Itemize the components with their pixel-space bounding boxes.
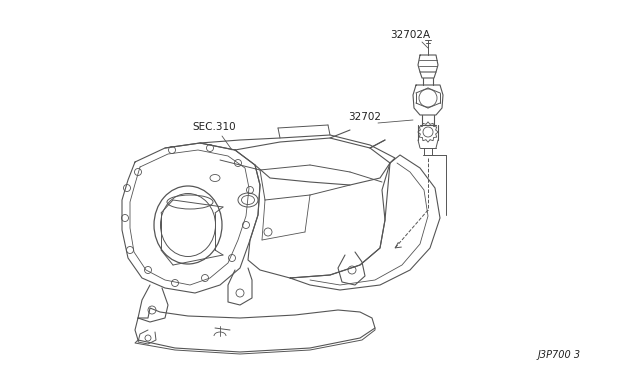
Text: SEC.310: SEC.310	[192, 122, 236, 132]
Text: J3P700 3: J3P700 3	[538, 350, 581, 360]
Text: 32702A: 32702A	[390, 30, 430, 40]
Text: 32702: 32702	[348, 112, 381, 122]
